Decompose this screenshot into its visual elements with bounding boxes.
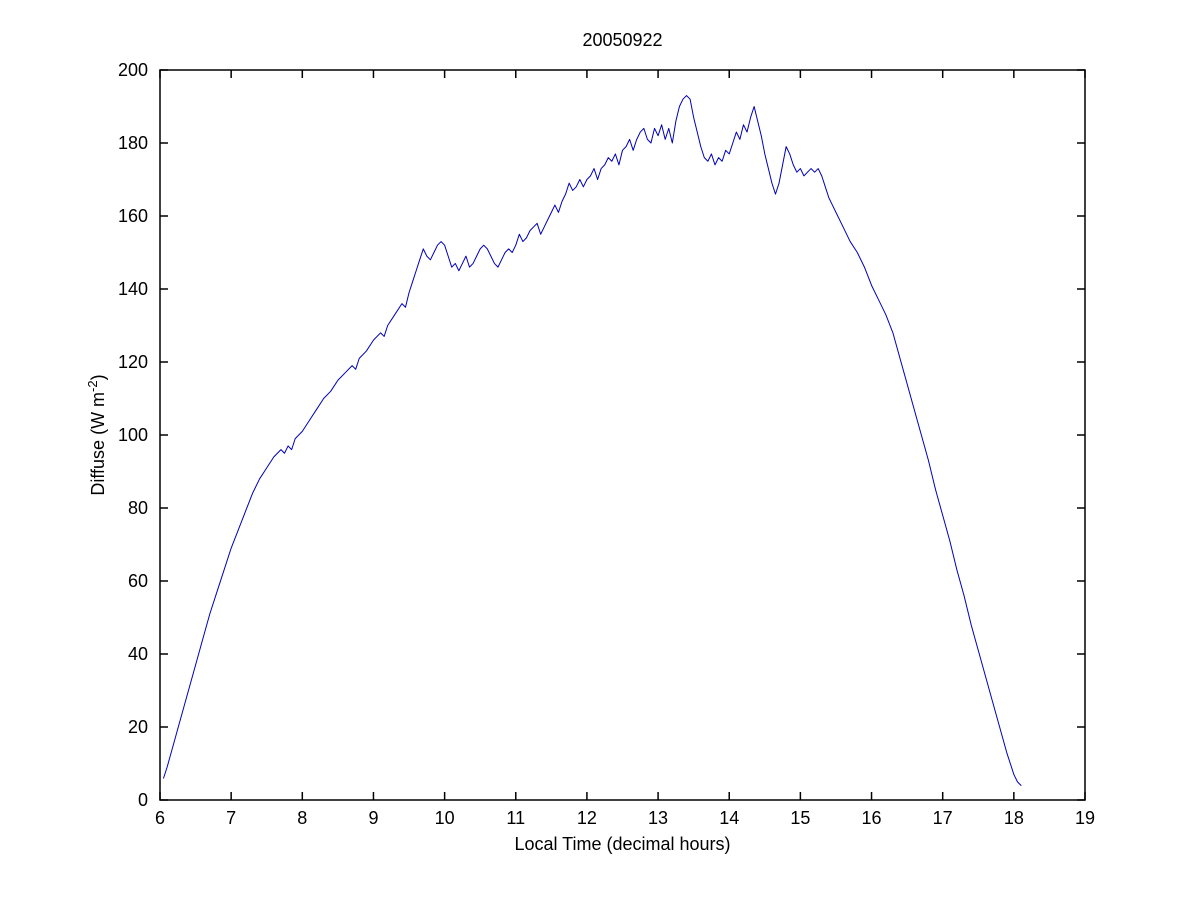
x-tick-label: 10 bbox=[435, 808, 455, 828]
y-axis-label-text: Diffuse (W m bbox=[88, 391, 108, 496]
data-line-diffuse bbox=[163, 95, 1022, 786]
x-tick-label: 19 bbox=[1075, 808, 1095, 828]
x-tick-label: 15 bbox=[790, 808, 810, 828]
x-tick-label: 6 bbox=[155, 808, 165, 828]
y-tick-label: 200 bbox=[118, 60, 148, 80]
y-tick-label: 80 bbox=[128, 498, 148, 518]
y-axis-label: Diffuse (W m-2) bbox=[85, 374, 109, 495]
y-tick-label: 140 bbox=[118, 279, 148, 299]
y-tick-label: 100 bbox=[118, 425, 148, 445]
y-axis-label-exponent: -2 bbox=[85, 380, 100, 392]
chart-title: 20050922 bbox=[582, 30, 663, 50]
x-tick-label: 9 bbox=[368, 808, 378, 828]
y-tick-label: 120 bbox=[118, 352, 148, 372]
x-tick-label: 12 bbox=[577, 808, 597, 828]
x-tick-label: 7 bbox=[226, 808, 236, 828]
y-tick-label: 180 bbox=[118, 133, 148, 153]
x-tick-label: 14 bbox=[719, 808, 739, 828]
y-tick-label: 160 bbox=[118, 206, 148, 226]
y-tick-label: 20 bbox=[128, 717, 148, 737]
x-tick-label: 11 bbox=[506, 808, 525, 828]
y-tick-label: 40 bbox=[128, 644, 148, 664]
x-tick-label: 8 bbox=[297, 808, 307, 828]
x-tick-label: 17 bbox=[933, 808, 953, 828]
y-axis-label-close: ) bbox=[88, 374, 108, 381]
y-tick-label: 60 bbox=[128, 571, 148, 591]
x-tick-label: 16 bbox=[862, 808, 882, 828]
y-tick-label: 0 bbox=[138, 790, 148, 810]
x-axis-label: Local Time (decimal hours) bbox=[514, 834, 731, 854]
x-tick-label: 13 bbox=[648, 808, 668, 828]
x-tick-label: 18 bbox=[1004, 808, 1024, 828]
